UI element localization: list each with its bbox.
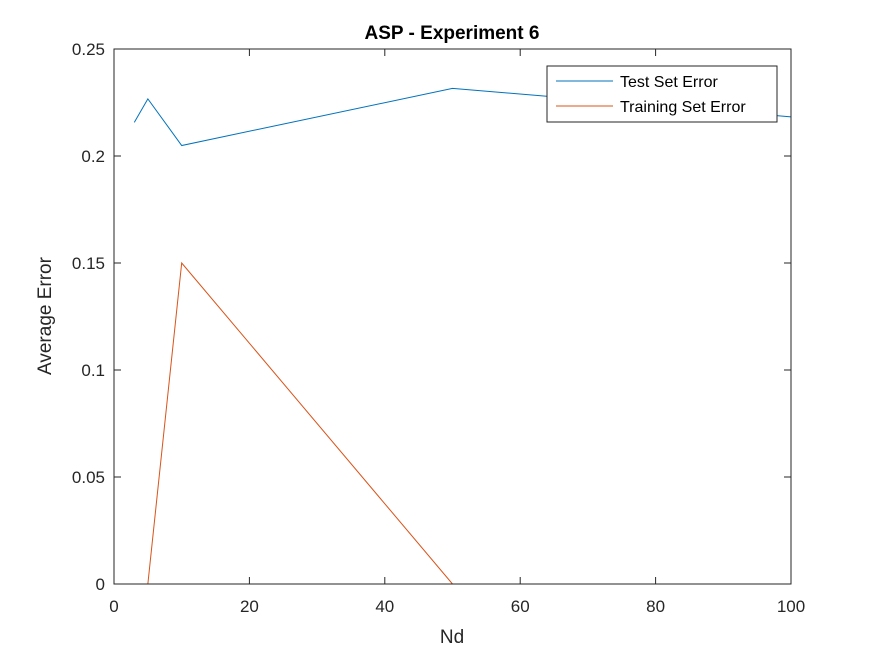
x-tick-label: 20 xyxy=(240,597,259,616)
x-tick-label: 0 xyxy=(109,597,118,616)
chart-title: ASP - Experiment 6 xyxy=(365,23,540,44)
x-axis-label: Nd xyxy=(440,627,464,648)
legend-label-test-set-error: Test Set Error xyxy=(620,74,718,91)
legend-box xyxy=(546,65,778,123)
y-axis-label: Average Error xyxy=(35,256,56,375)
y-tick-label: 0.15 xyxy=(72,254,105,273)
axes xyxy=(113,48,792,585)
y-tick-label: 0.05 xyxy=(72,468,105,487)
axes-box xyxy=(113,48,792,585)
x-tick-label: 100 xyxy=(777,597,805,616)
x-tick-label: 60 xyxy=(511,597,530,616)
x-tick-label: 80 xyxy=(646,597,665,616)
y-tick-label: 0.2 xyxy=(81,147,105,166)
legend: Test Set Error Training Set Error xyxy=(546,65,778,123)
x-tick-label: 40 xyxy=(375,597,394,616)
y-tick-label: 0.1 xyxy=(81,361,105,380)
legend-label-training-set-error: Training Set Error xyxy=(620,99,746,116)
y-tick-label: 0 xyxy=(96,575,105,594)
ticks: 0 20 40 60 80 100 0 0.05 0.1 0.15 0.2 0.25 xyxy=(72,40,805,616)
plot-area xyxy=(114,49,791,584)
y-tick-label: 0.25 xyxy=(72,40,105,59)
